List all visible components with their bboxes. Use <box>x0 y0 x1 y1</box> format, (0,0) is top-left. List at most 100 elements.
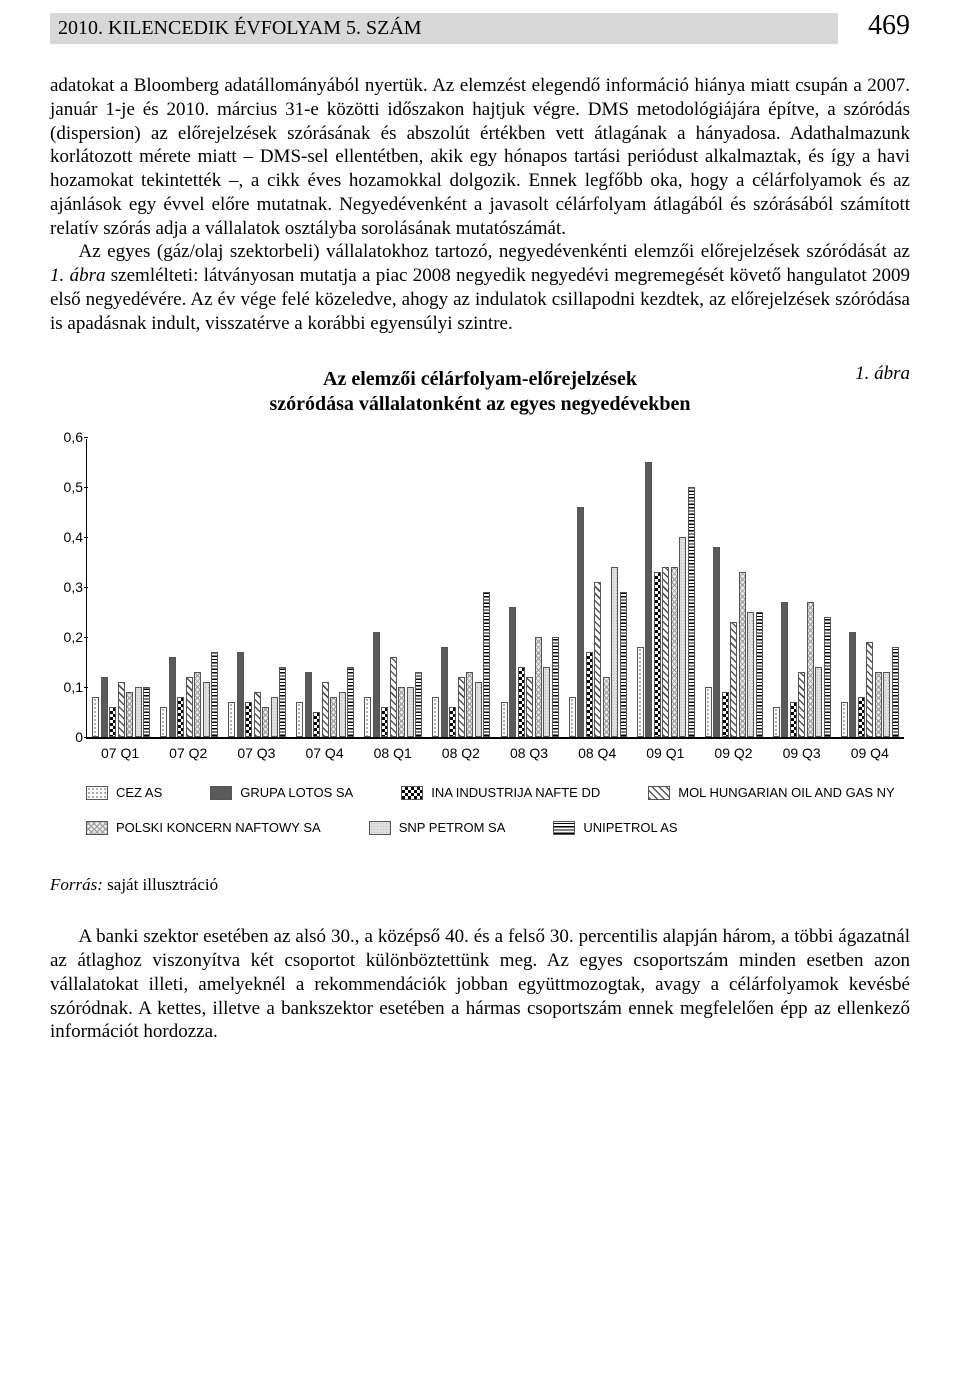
bar-snp <box>679 537 686 737</box>
bar-ina <box>109 707 116 737</box>
bar-group <box>223 652 291 737</box>
bar-pkn <box>194 672 201 737</box>
paragraph-1: adatokat a Bloomberg adatállományából ny… <box>50 74 910 240</box>
bar-uni <box>552 637 559 737</box>
bar-snp <box>271 697 278 737</box>
x-label: 07 Q2 <box>154 745 222 761</box>
bar-cez <box>364 697 371 737</box>
y-tick: 0,1 <box>53 679 83 695</box>
bar-lotos <box>577 507 584 737</box>
legend-item-pkn: POLSKI KONCERN NAFTOWY SA <box>86 820 321 835</box>
legend-item-ina: INA INDUSTRIJA NAFTE DD <box>401 785 600 800</box>
y-tick: 0,5 <box>53 479 83 495</box>
legend-swatch <box>369 821 391 835</box>
bar-pkn <box>739 572 746 737</box>
bar-snp <box>543 667 550 737</box>
closing-paragraph: A banki szektor esetében az alsó 30., a … <box>50 925 910 1044</box>
bar-group <box>291 667 359 737</box>
bar-pkn <box>330 697 337 737</box>
y-tick: 0,2 <box>53 629 83 645</box>
bar-mol <box>866 642 873 737</box>
bar-pkn <box>466 672 473 737</box>
bar-uni <box>824 617 831 737</box>
figure-caption: 1. ábra Az elemzői célárfolyam-előrejelz… <box>50 363 910 417</box>
closing-text-block: A banki szektor esetében az alsó 30., a … <box>50 925 910 1044</box>
running-head: 2010. KILENCEDIK ÉVFOLYAM 5. SZÁM <box>50 13 838 44</box>
bar-cez <box>569 697 576 737</box>
x-label: 09 Q3 <box>768 745 836 761</box>
bar-pkn <box>398 687 405 737</box>
x-axis-labels: 07 Q107 Q207 Q307 Q408 Q108 Q208 Q308 Q4… <box>86 739 904 761</box>
bar-uni <box>892 647 899 737</box>
legend-label: UNIPETROL AS <box>583 820 677 835</box>
bar-group <box>632 462 700 737</box>
bar-ina <box>722 692 729 737</box>
bar-group <box>496 607 564 737</box>
legend-label: INA INDUSTRIJA NAFTE DD <box>431 785 600 800</box>
bar-lotos <box>645 462 652 737</box>
bar-lotos <box>373 632 380 737</box>
bar-uni <box>347 667 354 737</box>
figure-title-line-2: szóródása vállalatonként az egyes negyed… <box>269 393 690 415</box>
bar-cez <box>92 697 99 737</box>
bar-cez <box>841 702 848 737</box>
bar-snp <box>611 567 618 737</box>
y-tick: 0 <box>53 729 83 745</box>
x-label: 08 Q1 <box>359 745 427 761</box>
legend-swatch <box>553 821 575 835</box>
legend-item-mol: MOL HUNGARIAN OIL AND GAS NY <box>648 785 894 800</box>
y-tick: 0,3 <box>53 579 83 595</box>
bar-group <box>359 632 427 737</box>
bar-pkn <box>875 672 882 737</box>
bar-pkn <box>603 677 610 737</box>
y-tick: 0,6 <box>53 429 83 445</box>
legend-label: POLSKI KONCERN NAFTOWY SA <box>116 820 321 835</box>
bar-mol <box>798 672 805 737</box>
bar-group <box>87 677 155 737</box>
bar-cez <box>160 707 167 737</box>
bar-group <box>155 652 223 737</box>
bar-cez <box>432 697 439 737</box>
x-label: 08 Q3 <box>495 745 563 761</box>
bar-snp <box>407 687 414 737</box>
bar-ina <box>177 697 184 737</box>
paragraph-2-a: Az egyes (gáz/olaj szektorbeli) vállalat… <box>79 241 911 262</box>
bar-snp <box>815 667 822 737</box>
x-label: 08 Q2 <box>427 745 495 761</box>
bar-mol <box>254 692 261 737</box>
bar-uni <box>688 487 695 737</box>
legend-item-snp: SNP PETROM SA <box>369 820 506 835</box>
bar-snp <box>883 672 890 737</box>
bar-ina <box>518 667 525 737</box>
x-label: 09 Q4 <box>836 745 904 761</box>
bar-uni <box>211 652 218 737</box>
body-text-block: adatokat a Bloomberg adatállományából ny… <box>50 74 910 335</box>
bar-group <box>700 547 768 737</box>
bar-cez <box>501 702 508 737</box>
legend-item-uni: UNIPETROL AS <box>553 820 677 835</box>
page-header: 2010. KILENCEDIK ÉVFOLYAM 5. SZÁM 469 <box>50 0 910 74</box>
legend-swatch <box>210 786 232 800</box>
bar-ina <box>586 652 593 737</box>
x-label: 07 Q1 <box>86 745 154 761</box>
bar-mol <box>186 677 193 737</box>
bar-uni <box>756 612 763 737</box>
figure-label: 1. ábra <box>855 363 910 385</box>
legend-item-cez: CEZ AS <box>86 785 162 800</box>
bar-lotos <box>781 602 788 737</box>
bar-uni <box>620 592 627 737</box>
bar-group <box>768 602 836 737</box>
x-label: 09 Q2 <box>699 745 767 761</box>
bar-cez <box>228 702 235 737</box>
figure-source: Forrás: saját illusztráció <box>50 875 910 895</box>
bar-pkn <box>807 602 814 737</box>
bar-lotos <box>237 652 244 737</box>
bar-ina <box>654 572 661 737</box>
figure-title: Az elemzői célárfolyam-előrejelzések szó… <box>50 363 910 417</box>
bar-group <box>564 507 632 737</box>
bar-group <box>836 632 904 737</box>
bar-group <box>427 592 495 737</box>
bar-chart: 00,10,20,30,40,50,6 <box>86 439 904 739</box>
bar-uni <box>415 672 422 737</box>
y-tick: 0,4 <box>53 529 83 545</box>
